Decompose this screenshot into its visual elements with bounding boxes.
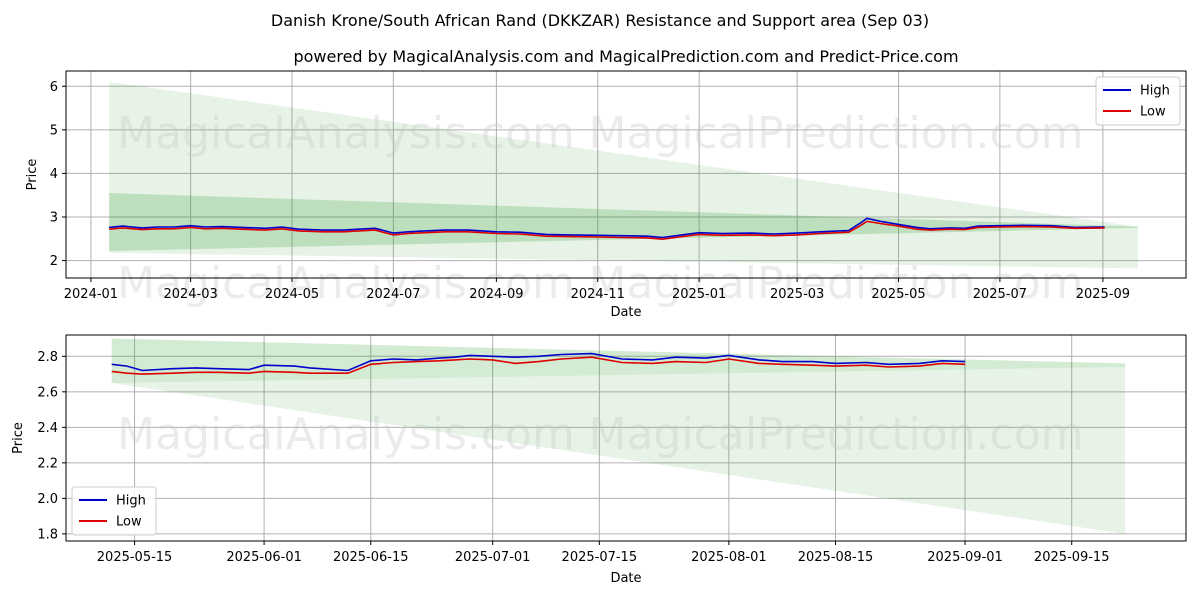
y-tick-label: 2.6 bbox=[37, 385, 58, 400]
watermark-analysis: MagicalAnalysis.com bbox=[117, 258, 575, 309]
plot-content bbox=[109, 81, 1138, 269]
watermark-prediction: MagicalPrediction.com bbox=[589, 409, 1084, 460]
watermark-prediction: MagicalPrediction.com bbox=[589, 108, 1084, 159]
support-resistance-band bbox=[111, 338, 1126, 383]
watermark-prediction: MagicalPrediction.com bbox=[589, 258, 1084, 309]
y-tick-label: 1.8 bbox=[37, 527, 58, 542]
x-tick-label: 2025-05-15 bbox=[97, 550, 173, 565]
x-tick-label: 2025-03 bbox=[770, 287, 824, 302]
legend-label-high: High bbox=[1140, 84, 1170, 99]
x-tick-label: 2024-01 bbox=[64, 287, 118, 302]
support-resistance-band bbox=[109, 193, 1138, 251]
y-tick-label: 2 bbox=[50, 254, 58, 269]
x-tick-label: 2025-08-15 bbox=[798, 550, 874, 565]
x-tick-label: 2024-07 bbox=[366, 287, 420, 302]
x-tick-label: 2025-09 bbox=[1076, 287, 1130, 302]
series-line-high bbox=[109, 217, 1105, 239]
y-tick-label: 2.8 bbox=[37, 350, 58, 365]
x-tick-label: 2025-08-01 bbox=[691, 550, 767, 565]
chart-title: Danish Krone/South African Rand (DKKZAR)… bbox=[271, 11, 929, 30]
y-tick-label: 4 bbox=[50, 167, 58, 182]
x-tick-label: 2024-03 bbox=[163, 287, 217, 302]
watermark-analysis: MagicalAnalysis.com bbox=[117, 108, 575, 159]
axes-frame bbox=[65, 70, 1187, 279]
x-tick-label: 2025-01 bbox=[672, 287, 726, 302]
x-tick-label: 2025-09-01 bbox=[927, 550, 1003, 565]
y-axis-label: Price bbox=[11, 422, 26, 454]
x-tick-label: 2025-07 bbox=[973, 287, 1027, 302]
plot-content bbox=[111, 338, 1126, 534]
legend: High Low bbox=[1095, 76, 1181, 126]
legend-label-low: Low bbox=[1140, 105, 1166, 120]
legend-label-low: Low bbox=[116, 515, 142, 530]
legend-label-high: High bbox=[116, 494, 146, 509]
x-tick-label: 2025-07-15 bbox=[562, 550, 638, 565]
y-tick-label: 5 bbox=[50, 123, 58, 138]
y-tick-label: 3 bbox=[50, 210, 58, 225]
x-tick-label: 2025-05 bbox=[871, 287, 925, 302]
y-axis-label: Price bbox=[25, 159, 40, 191]
x-tick-label: 2025-06-01 bbox=[226, 550, 302, 565]
axes-frame bbox=[65, 334, 1187, 542]
x-tick-label: 2025-09-15 bbox=[1034, 550, 1110, 565]
x-tick-label: 2024-05 bbox=[265, 287, 319, 302]
x-tick-label: 2024-09 bbox=[469, 287, 523, 302]
y-tick-label: 6 bbox=[50, 80, 58, 95]
x-axis-label: Date bbox=[610, 571, 641, 586]
x-tick-label: 2025-06-15 bbox=[333, 550, 409, 565]
support-resistance-band bbox=[111, 338, 1126, 534]
watermark-analysis: MagicalAnalysis.com bbox=[117, 409, 575, 460]
x-axis-label: Date bbox=[610, 305, 641, 320]
series-line-low bbox=[111, 356, 966, 375]
x-tick-label: 2024-11 bbox=[571, 287, 625, 302]
lower-panel: MagicalAnalysis.com MagicalPrediction.com… bbox=[11, 334, 1187, 586]
y-tick-label: 2.2 bbox=[37, 456, 58, 471]
y-tick-label: 2.4 bbox=[37, 421, 58, 436]
x-tick-label: 2025-07-01 bbox=[455, 550, 531, 565]
series-line-low bbox=[109, 220, 1105, 241]
upper-panel: MagicalAnalysis.com MagicalPrediction.com… bbox=[25, 70, 1187, 320]
legend: High Low bbox=[71, 486, 157, 536]
y-tick-label: 2.0 bbox=[37, 492, 58, 507]
series-line-high bbox=[111, 352, 966, 372]
chart-subtitle: powered by MagicalAnalysis.com and Magic… bbox=[293, 47, 958, 66]
